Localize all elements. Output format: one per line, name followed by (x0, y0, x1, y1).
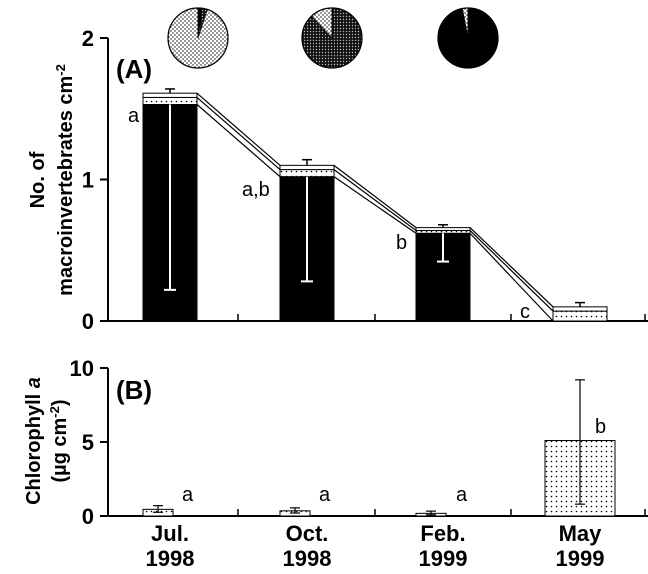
significance-label: a (182, 484, 194, 506)
pie-outline (301, 7, 363, 69)
bar-segment (552, 306, 608, 312)
connector-line (469, 227, 554, 308)
connector-line (469, 232, 554, 322)
significance-label: c (520, 301, 530, 323)
connector-line (196, 92, 281, 166)
significance-label: b (595, 416, 606, 438)
significance-label: b (396, 232, 407, 254)
connector-line (333, 169, 417, 231)
panel-b: (B) Chlorophyll a (µg cm-2) 0 5 10 a a a b (23, 356, 648, 529)
bar-segment (415, 227, 471, 231)
panel-a: (A) No. of macroinvertebrates cm-2 0 1 2 a… (27, 7, 648, 334)
panel-b-label: (B) (116, 375, 152, 405)
x-tick-label: 1999 (556, 546, 605, 571)
bar-segment (279, 164, 335, 171)
panel-a-ylabel-main: macroinvertebrates cm (55, 76, 77, 296)
x-tick-label: 1998 (283, 546, 332, 571)
bar-segment (279, 169, 335, 178)
significance-label: a,b (242, 179, 270, 201)
panel-a-ticks: 0 1 2 (82, 26, 646, 334)
panel-a-ylabel-line1: No. of (27, 151, 49, 208)
panel-b-ticks: 0 5 10 (70, 356, 646, 529)
panel-b-ylabel-line2: (µg cm-2) (47, 399, 72, 482)
panel-b-ylabel-sup: -2 (47, 406, 62, 418)
panel-b-bars: a a a b (142, 379, 616, 517)
x-tick-label: Oct. (286, 521, 329, 546)
y-tick-label: 0 (82, 504, 94, 529)
connector-line (333, 164, 417, 229)
panel-a-pies (167, 7, 499, 69)
y-tick-label: 0 (82, 309, 94, 334)
panel-a-ylabel-sup: -2 (53, 64, 68, 76)
y-tick-label: 1 (82, 168, 94, 193)
panel-b-ylabel-main: Chlorophyll (23, 388, 45, 505)
panel-b-ylabel-italic: a (23, 377, 45, 388)
significance-label: a (319, 484, 331, 506)
y-tick-label: 2 (82, 26, 94, 51)
panel-a-bars: a a,b b c (128, 88, 608, 323)
pie-outline (167, 7, 229, 69)
x-tick-label: Jul. (151, 521, 189, 546)
significance-label: a (128, 105, 140, 127)
x-tick-label: 1998 (146, 546, 195, 571)
bar-segment (142, 96, 198, 106)
panel-b-ylabel-unit: (µg cm (49, 418, 71, 483)
panel-b-ylabel-close: ) (49, 399, 71, 406)
panel-b-ylabel-line1: Chlorophyll a (23, 377, 45, 505)
x-tick-label: May (559, 521, 603, 546)
bar-segment (552, 310, 608, 322)
significance-label: a (456, 484, 468, 506)
connector-line (469, 230, 554, 312)
pie-outline (437, 7, 499, 69)
panel-a-label: (A) (116, 54, 152, 84)
connector-line (196, 96, 281, 171)
bar-segment (142, 92, 198, 98)
x-tick-label: 1999 (419, 546, 468, 571)
y-tick-label: 5 (82, 430, 94, 455)
panel-a-ylabel-line2: macroinvertebrates cm-2 (53, 64, 78, 296)
connector-line (196, 104, 281, 178)
x-tick-label: Feb. (420, 521, 465, 546)
connector-line (333, 176, 417, 234)
y-tick-label: 10 (70, 356, 94, 381)
